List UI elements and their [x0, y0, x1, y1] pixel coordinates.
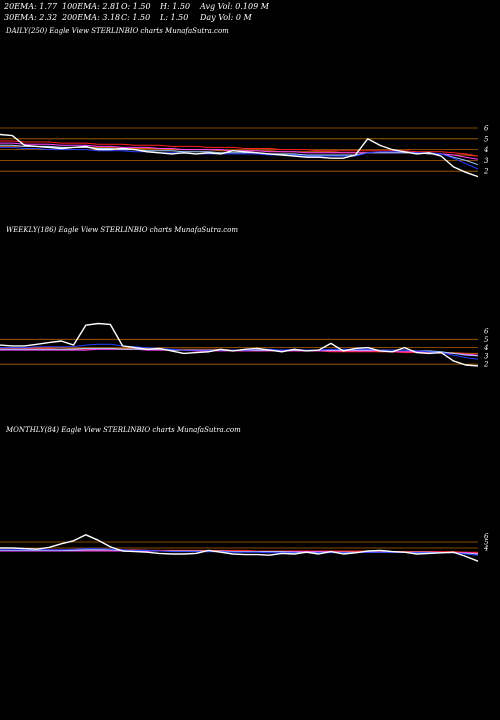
- ema100-label: 100EMA: 2.81: [62, 2, 121, 11]
- ema200-label: 200EMA: 3.18: [62, 13, 121, 22]
- ema100-line: [0, 348, 479, 356]
- ema20-label: 20EMA: 1.77: [4, 2, 58, 11]
- price-line: [0, 322, 479, 367]
- open-label: O: 1.50: [121, 2, 151, 11]
- y-tick-label: 6: [484, 125, 489, 133]
- y-tick-label: 5: [484, 135, 489, 143]
- avg-vol-label: Avg Vol: 0.109 M: [200, 2, 269, 11]
- ema20-line: [0, 146, 479, 170]
- y-tick-label: 6: [484, 533, 489, 541]
- y-tick-label: 5: [484, 336, 489, 344]
- y-tick-label: 4: [483, 146, 488, 154]
- ema30-label: 30EMA: 2.32: [4, 13, 58, 22]
- indicator-header: 20EMA: 1.77 100EMA: 2.81 O: 1.50 H: 1.50…: [0, 0, 500, 24]
- y-tick-label: 3: [484, 157, 489, 165]
- low-label: L: 1.50: [160, 13, 189, 22]
- daily-chart-title: DAILY(250) Eagle View STERLINBIO charts …: [6, 27, 229, 35]
- price-line: [0, 534, 479, 562]
- daily-chart: 6 5 4 3 2: [0, 125, 489, 178]
- y-tick-label: 2: [483, 168, 489, 176]
- high-label: H: 1.50: [160, 2, 191, 11]
- monthly-chart: 654: [0, 533, 489, 562]
- y-tick-label: 2: [483, 361, 489, 369]
- day-vol-label: Day Vol: 0 M: [200, 13, 252, 22]
- price-line: [0, 133, 479, 178]
- y-tick-label: 4: [483, 545, 488, 553]
- monthly-chart-title: MONTHLY(84) Eagle View STERLINBIO charts…: [6, 426, 241, 434]
- y-tick-label: 5: [484, 539, 489, 547]
- weekly-chart-title: WEEKLY(186) Eagle View STERLINBIO charts…: [6, 226, 239, 234]
- y-tick-label: 4: [483, 344, 488, 352]
- y-tick-label: 3: [484, 352, 489, 360]
- y-tick-label: 6: [484, 328, 489, 336]
- close-label: C: 1.50: [121, 13, 151, 22]
